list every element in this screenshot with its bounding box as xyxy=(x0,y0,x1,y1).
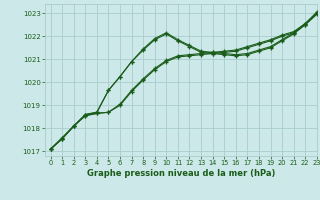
X-axis label: Graphe pression niveau de la mer (hPa): Graphe pression niveau de la mer (hPa) xyxy=(87,169,275,178)
